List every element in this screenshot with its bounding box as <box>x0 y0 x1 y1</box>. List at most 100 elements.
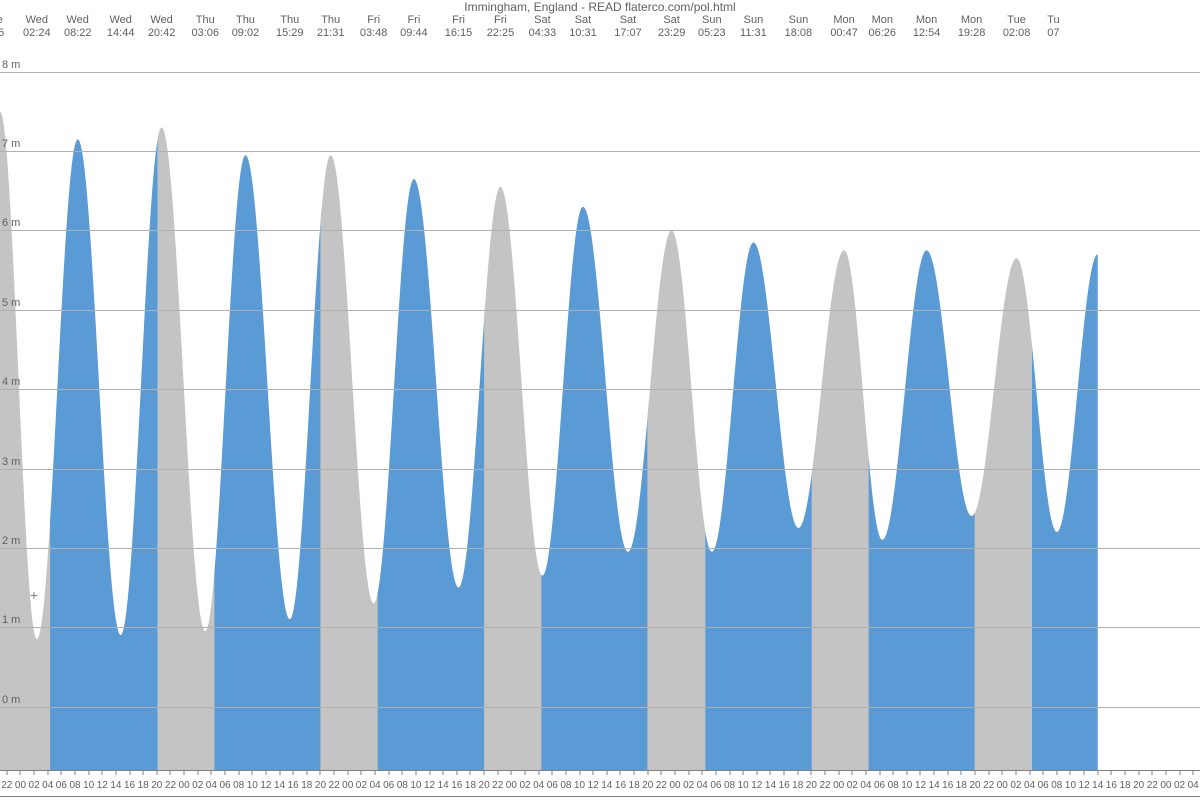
x-axis-label: 12 <box>588 780 599 791</box>
x-axis-label: 04 <box>1024 780 1035 791</box>
x-tick <box>34 770 35 775</box>
x-axis-label: 04 <box>1188 780 1199 791</box>
bottom-axis-labels: 2200020406081012141618202200020406081012… <box>0 780 1200 796</box>
y-axis-label: 1 m <box>2 614 20 626</box>
x-axis-label: 20 <box>969 780 980 791</box>
x-axis-label: 08 <box>888 780 899 791</box>
x-axis-label: 16 <box>288 780 299 791</box>
x-axis-label: 10 <box>574 780 585 791</box>
x-tick <box>252 770 253 775</box>
x-axis-label: 02 <box>847 780 858 791</box>
x-axis-label: 00 <box>1160 780 1171 791</box>
x-tick <box>593 770 594 775</box>
x-tick <box>456 770 457 775</box>
x-tick <box>1043 770 1044 775</box>
tide-area-day <box>705 242 812 770</box>
x-axis-label: 04 <box>860 780 871 791</box>
x-tick <box>579 770 580 775</box>
x-tick <box>770 770 771 775</box>
gridline <box>0 627 1200 628</box>
x-axis-label: 16 <box>615 780 626 791</box>
y-axis-label: 3 m <box>2 455 20 467</box>
x-axis-label: 02 <box>1174 780 1185 791</box>
x-tick <box>688 770 689 775</box>
x-axis-label: 06 <box>219 780 230 791</box>
x-tick <box>115 770 116 775</box>
x-tick <box>279 770 280 775</box>
tide-area-night <box>647 230 706 770</box>
x-axis-label: 02 <box>519 780 530 791</box>
x-axis-label: 10 <box>1065 780 1076 791</box>
x-tick <box>961 770 962 775</box>
x-axis-label: 04 <box>697 780 708 791</box>
x-axis-label: 10 <box>410 780 421 791</box>
x-axis-label: 22 <box>165 780 176 791</box>
x-tick <box>1165 770 1166 775</box>
tide-area-day <box>869 250 976 770</box>
x-axis-label: 10 <box>247 780 258 791</box>
x-tick <box>784 770 785 775</box>
x-tick <box>852 770 853 775</box>
x-tick <box>906 770 907 775</box>
x-axis-label: 22 <box>983 780 994 791</box>
x-axis-label: 10 <box>738 780 749 791</box>
x-tick <box>61 770 62 775</box>
x-axis-label: 12 <box>97 780 108 791</box>
x-tick <box>388 770 389 775</box>
x-axis-label: 06 <box>383 780 394 791</box>
x-tick <box>361 770 362 775</box>
x-axis-label: 14 <box>601 780 612 791</box>
x-tick <box>6 770 7 775</box>
x-tick <box>1138 770 1139 775</box>
x-axis-label: 20 <box>479 780 490 791</box>
x-tick <box>238 770 239 775</box>
y-axis-label: 2 m <box>2 535 20 547</box>
x-axis-label: 12 <box>260 780 271 791</box>
x-tick <box>661 770 662 775</box>
x-tick <box>934 770 935 775</box>
x-tick <box>1193 770 1194 775</box>
x-axis-label: 18 <box>465 780 476 791</box>
x-axis-label: 04 <box>533 780 544 791</box>
x-axis-label: 20 <box>806 780 817 791</box>
tide-area-night <box>0 111 51 770</box>
tide-area-day <box>1032 254 1098 770</box>
y-axis-label: 8 m <box>2 59 20 71</box>
x-axis-label: 22 <box>656 780 667 791</box>
x-tick <box>484 770 485 775</box>
x-axis-label: 12 <box>1079 780 1090 791</box>
x-tick <box>920 770 921 775</box>
x-tick <box>606 770 607 775</box>
x-axis-label: 04 <box>42 780 53 791</box>
x-tick <box>975 770 976 775</box>
x-axis-label: 00 <box>342 780 353 791</box>
y-axis-label: 7 m <box>2 138 20 150</box>
x-axis-label: 22 <box>1 780 12 791</box>
x-tick <box>497 770 498 775</box>
gridline <box>0 72 1200 73</box>
gridline <box>0 310 1200 311</box>
x-tick <box>1179 770 1180 775</box>
x-tick <box>347 770 348 775</box>
tide-area-night <box>320 155 378 770</box>
x-tick <box>1125 770 1126 775</box>
x-tick <box>156 770 157 775</box>
x-tick <box>552 770 553 775</box>
bottom-axis-rule-2 <box>0 796 1200 797</box>
x-tick <box>988 770 989 775</box>
x-axis-label: 18 <box>1119 780 1130 791</box>
x-tick <box>1152 770 1153 775</box>
x-tick <box>429 770 430 775</box>
x-tick <box>225 770 226 775</box>
x-tick <box>415 770 416 775</box>
x-axis-label: 04 <box>206 780 217 791</box>
x-axis-label: 00 <box>997 780 1008 791</box>
gridline <box>0 548 1200 549</box>
x-tick <box>729 770 730 775</box>
x-axis-label: 08 <box>397 780 408 791</box>
x-tick <box>443 770 444 775</box>
x-tick <box>197 770 198 775</box>
tide-area-day <box>541 207 648 770</box>
x-axis-label: 18 <box>138 780 149 791</box>
x-tick <box>334 770 335 775</box>
